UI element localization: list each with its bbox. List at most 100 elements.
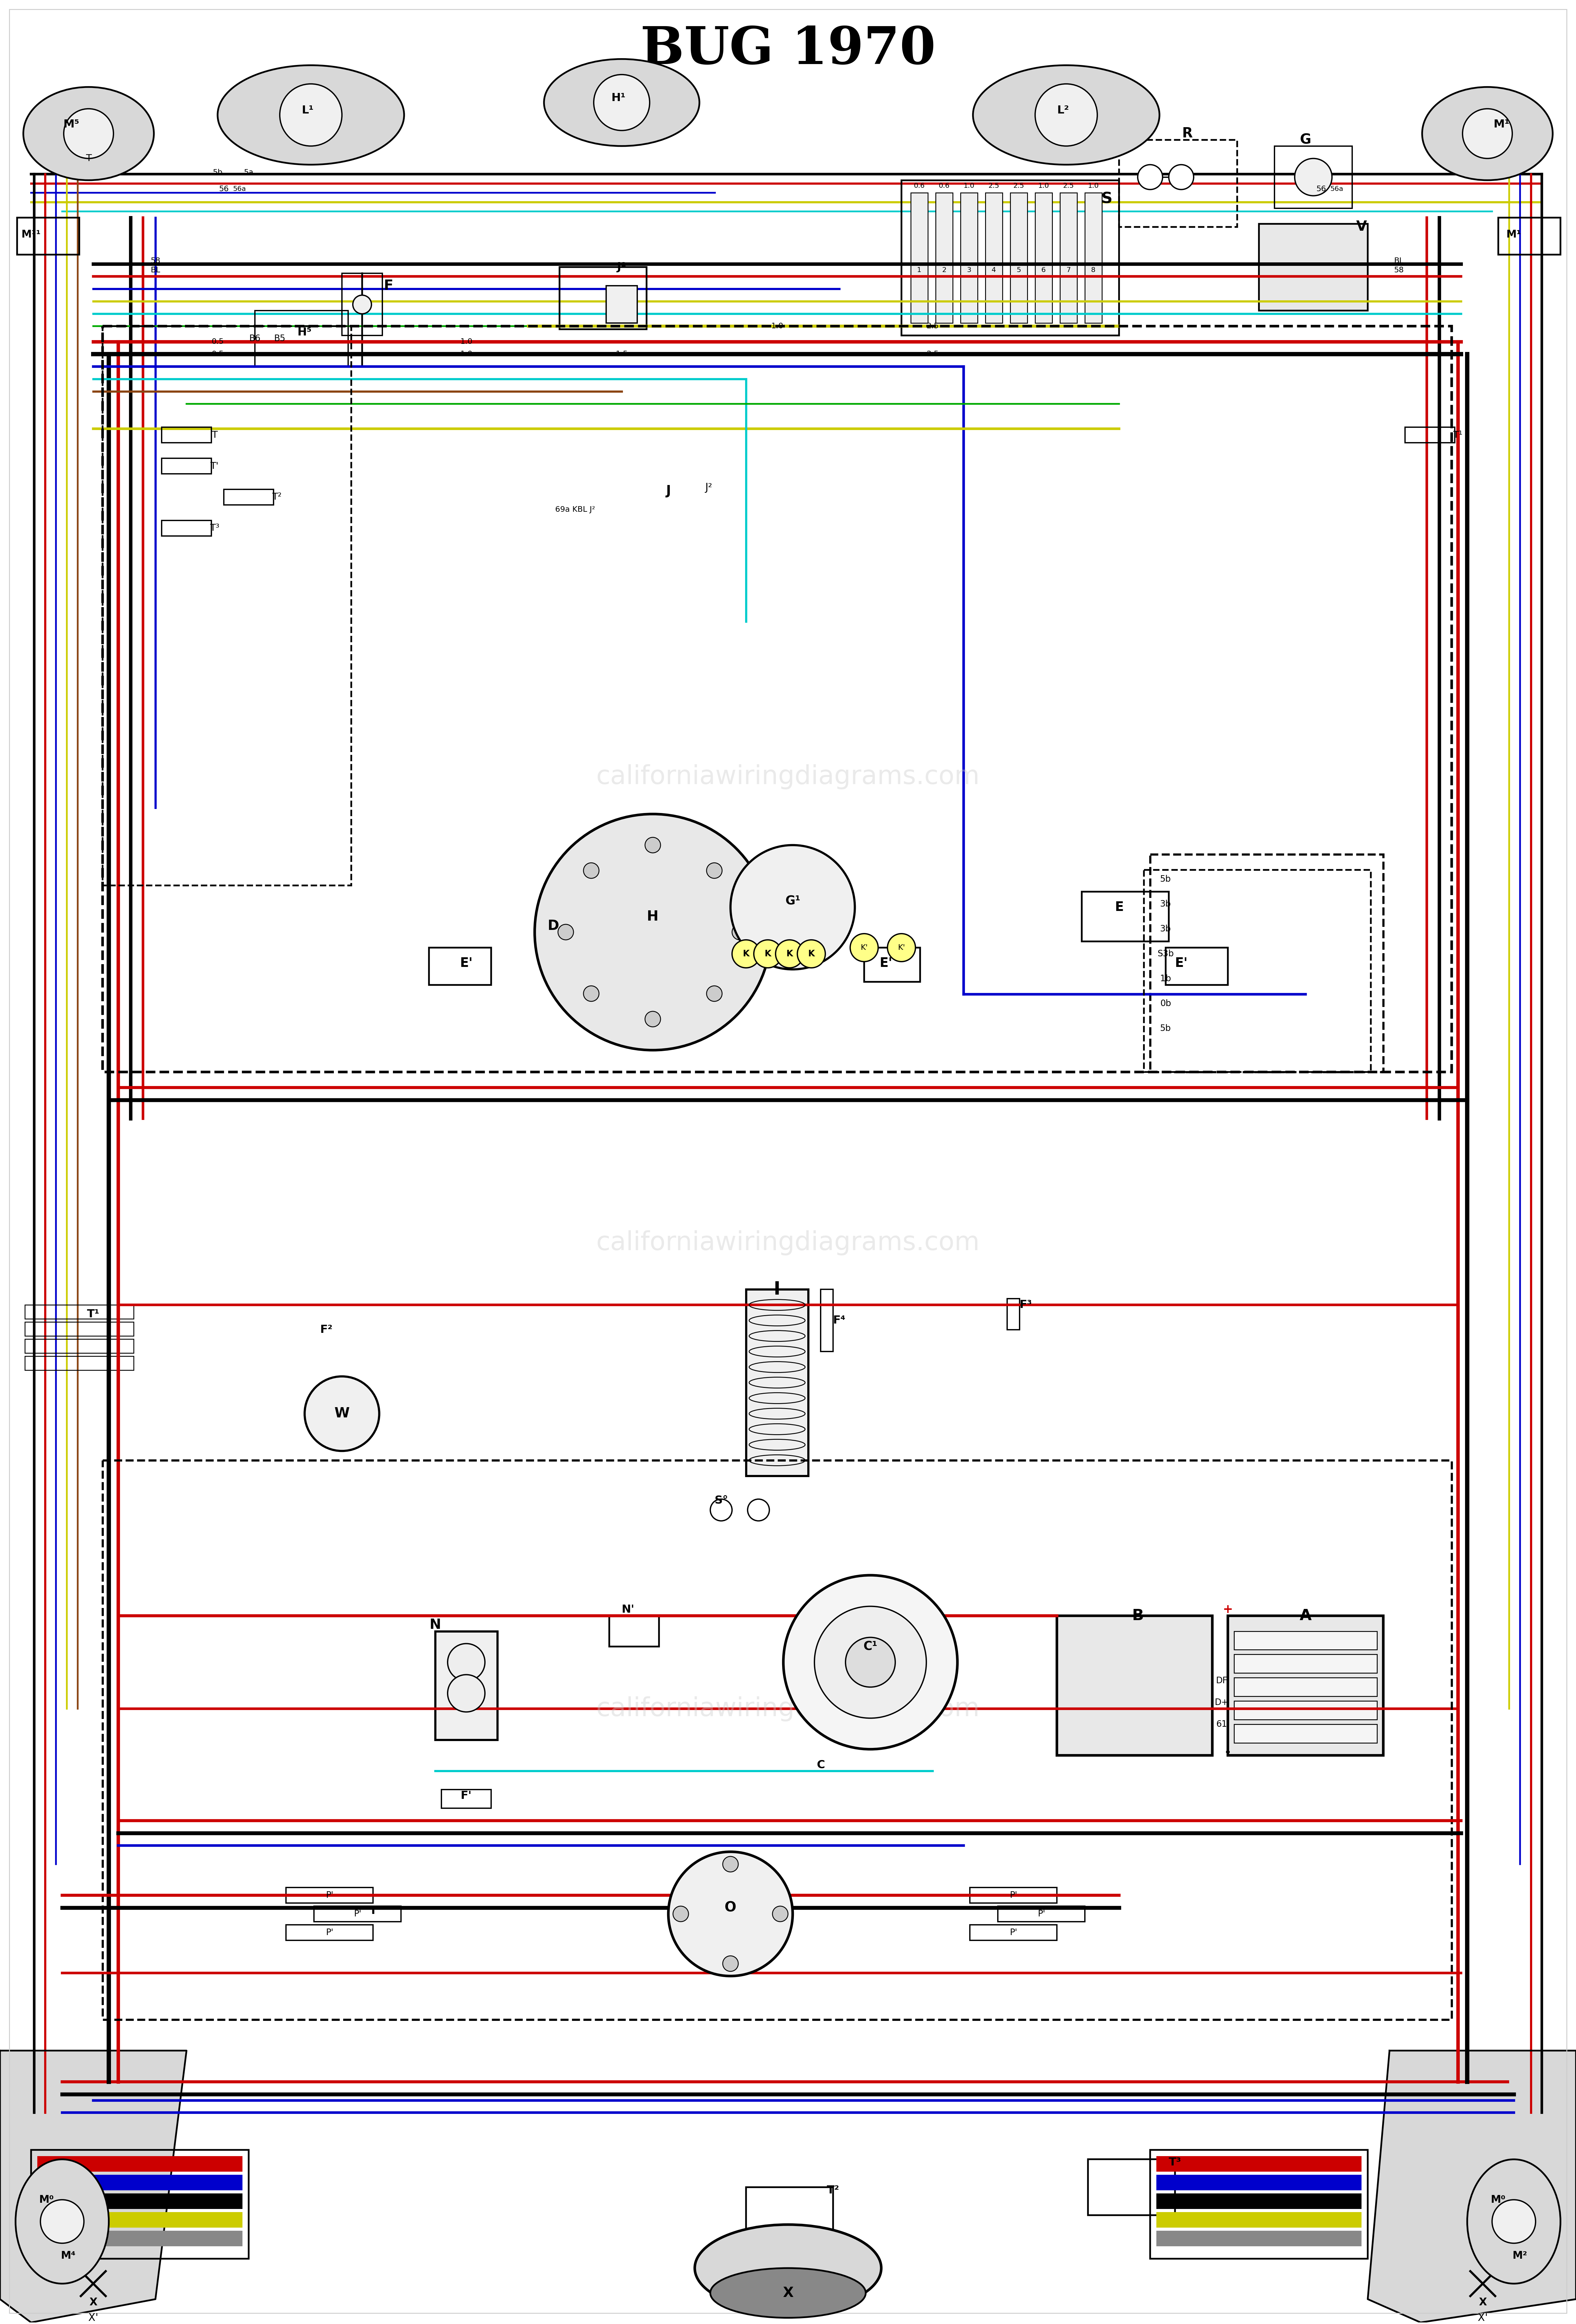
Text: M²: M² [1513,2250,1527,2261]
Circle shape [783,1576,957,1750]
Circle shape [1463,109,1513,158]
Text: 8: 8 [1091,267,1095,274]
Circle shape [304,1376,380,1450]
Text: 1.0: 1.0 [1039,184,1050,188]
Bar [1259,223,1368,311]
Text: F: F [385,279,394,293]
Text: 1.0: 1.0 [771,323,783,330]
Text: P': P' [1010,1929,1017,1936]
Bar [745,1290,808,1476]
Bar [1084,193,1102,323]
Bar [224,490,274,504]
Bar [102,1459,1451,2020]
Bar [1150,2150,1368,2259]
Circle shape [645,1011,660,1027]
Text: S°: S° [714,1494,728,1506]
Text: X': X' [1478,2312,1488,2324]
Bar [102,325,1451,1071]
Text: BUG 1970: BUG 1970 [640,26,936,74]
Text: 7: 7 [1067,267,1070,274]
Text: M¹: M¹ [1507,230,1521,239]
Bar [1157,2175,1362,2192]
Bar [162,458,211,474]
Text: M⁰: M⁰ [39,2194,54,2205]
Text: T: T [211,430,217,439]
Bar [1087,2159,1176,2215]
Circle shape [1294,158,1332,195]
Bar [162,428,211,444]
Text: 1.5: 1.5 [616,351,627,358]
Text: 2.5: 2.5 [1013,184,1024,188]
Circle shape [723,1957,738,1971]
Circle shape [534,813,771,1050]
Ellipse shape [24,86,154,181]
Text: K': K' [898,944,905,951]
Bar [1007,1299,1020,1329]
Text: 61: 61 [1217,1720,1228,1729]
Text: T': T' [210,462,219,469]
Bar [1035,193,1053,323]
Text: S: S [1102,191,1113,207]
Text: A: A [1300,1608,1311,1622]
Circle shape [448,1676,485,1713]
Bar [38,2212,243,2229]
Text: -: - [1226,1745,1231,1759]
Text: 3b: 3b [1160,899,1171,909]
Text: 1.0: 1.0 [1087,184,1098,188]
Circle shape [797,939,826,967]
Text: D: D [547,920,559,932]
Text: 5a: 5a [244,170,254,177]
Text: 69a KBL J²: 69a KBL J² [555,507,596,514]
Circle shape [731,925,747,939]
Text: M⁰: M⁰ [1491,2194,1505,2205]
Text: 0.6: 0.6 [914,184,925,188]
Text: 0.6: 0.6 [939,184,950,188]
Text: 5: 5 [1017,267,1021,274]
Text: P': P' [326,1892,333,1899]
Text: M⁴: M⁴ [61,2250,76,2261]
Bar [38,2231,243,2247]
Text: X: X [783,2287,793,2301]
Text: D+: D+ [1215,1699,1229,1706]
Bar [1061,193,1076,323]
Text: M¹: M¹ [1494,119,1510,130]
Text: +: + [1223,1604,1232,1615]
Text: B6: B6 [249,335,260,344]
Bar [969,1924,1057,1941]
Text: X: X [90,2296,98,2308]
Text: 58: 58 [150,258,161,265]
Bar [342,274,383,335]
Text: C: C [816,1759,824,1771]
Text: 1.0: 1.0 [963,184,974,188]
Text: K: K [786,951,793,957]
Text: L²: L² [1057,105,1069,116]
Bar [1157,2157,1362,2171]
Text: 5b: 5b [1160,1025,1171,1032]
Text: 1.0: 1.0 [460,337,473,346]
Bar [285,1887,374,1903]
Bar [38,2157,243,2171]
Ellipse shape [1422,86,1552,181]
Text: 5b: 5b [1160,874,1171,883]
Circle shape [849,934,878,962]
Circle shape [723,1857,738,1871]
Text: N': N' [621,1604,635,1615]
Text: 2.5: 2.5 [927,351,939,358]
Bar [1010,193,1028,323]
Text: K: K [764,951,771,957]
Circle shape [594,74,649,130]
Circle shape [772,1906,788,1922]
Text: H: H [648,911,659,923]
Bar [985,193,1002,323]
Text: 2.5: 2.5 [988,184,999,188]
Bar [1499,218,1560,256]
Ellipse shape [972,65,1160,165]
Ellipse shape [544,58,700,146]
Circle shape [706,985,722,1002]
Text: T: T [85,153,91,163]
Text: X: X [1478,2296,1486,2308]
Text: T³: T³ [210,523,219,532]
Bar [32,2150,249,2259]
Text: BL: BL [1393,258,1404,265]
Bar [1166,948,1228,985]
